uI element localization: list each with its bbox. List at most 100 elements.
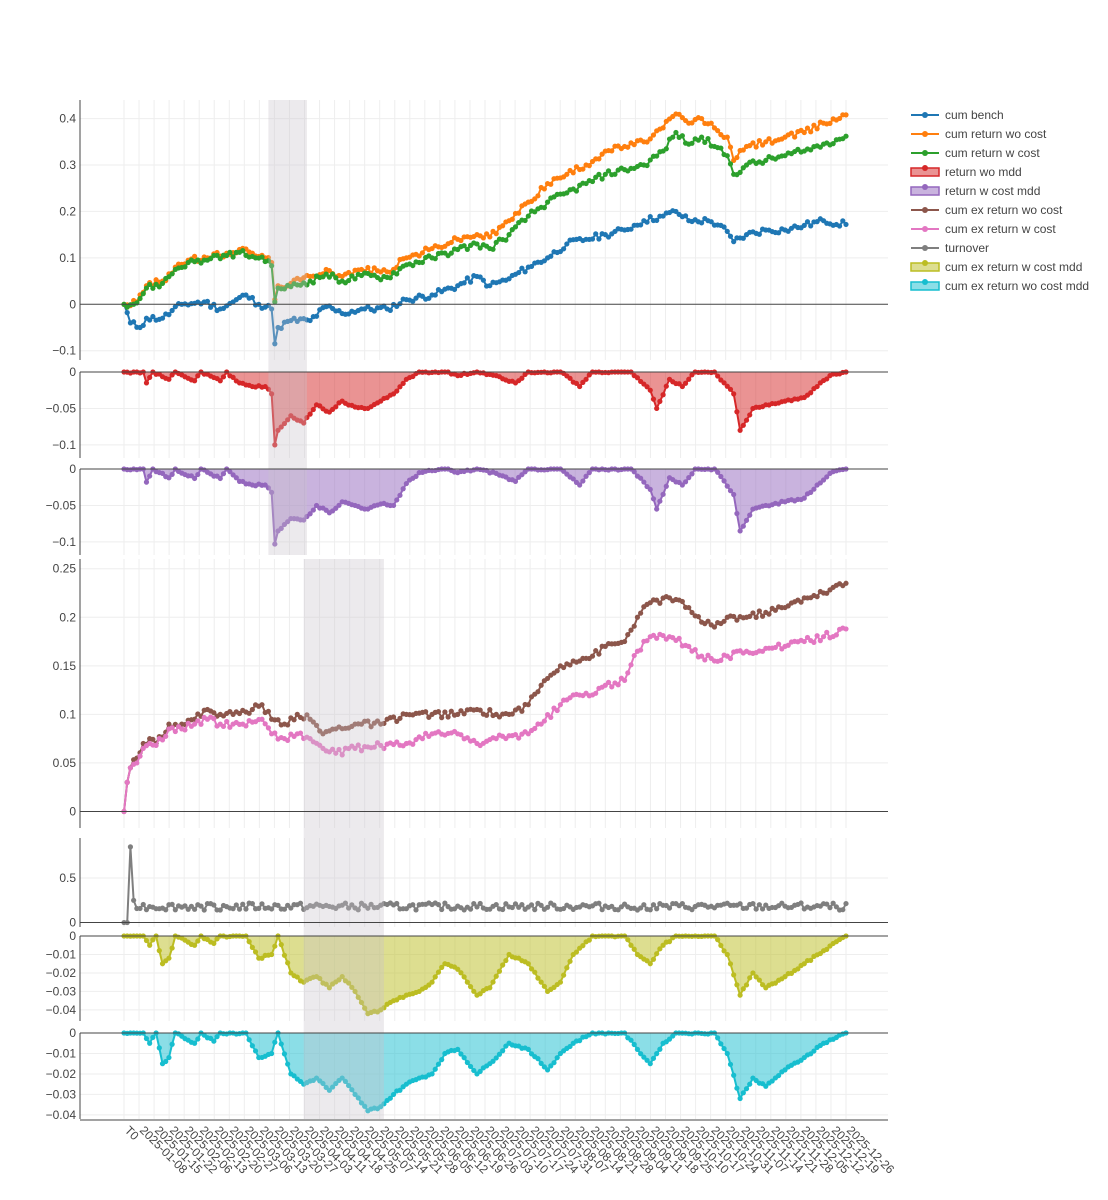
- data-point: [252, 1048, 259, 1054]
- data-point: [567, 662, 573, 668]
- data-point: [195, 471, 201, 478]
- data-point: [166, 312, 172, 318]
- data-point: [313, 722, 320, 728]
- data-point: [352, 1091, 358, 1098]
- legend-item[interactable]: cum return wo cost: [911, 127, 1047, 141]
- data-point: [493, 1055, 499, 1061]
- data-point: [397, 492, 403, 498]
- data-point: [804, 219, 811, 225]
- data-point: [631, 142, 637, 148]
- data-point: [230, 254, 236, 260]
- data-point: [615, 682, 621, 688]
- data-point: [589, 178, 596, 185]
- data-point: [220, 471, 227, 477]
- data-point: [602, 171, 608, 177]
- data-point: [131, 319, 137, 325]
- legend-item[interactable]: cum ex return w cost mdd: [910, 260, 1082, 274]
- data-point: [641, 902, 647, 908]
- data-point: [278, 525, 284, 531]
- legend-item[interactable]: cum ex return wo cost mdd: [910, 279, 1089, 293]
- data-point: [631, 623, 637, 629]
- y-tick-label: 0.1: [59, 251, 76, 265]
- data-point: [150, 937, 156, 943]
- data-point: [647, 213, 653, 220]
- data-point: [278, 1041, 284, 1047]
- data-point: [480, 235, 486, 241]
- data-point: [281, 420, 288, 427]
- data-point: [192, 906, 198, 912]
- legend-item[interactable]: return w cost mdd: [910, 184, 1040, 198]
- data-point: [275, 717, 281, 723]
- data-point: [708, 120, 714, 126]
- data-point: [394, 497, 400, 503]
- data-point: [272, 943, 278, 949]
- data-point: [413, 473, 419, 479]
- data-point: [217, 378, 223, 384]
- data-point: [535, 1056, 541, 1062]
- data-point: [365, 718, 371, 724]
- data-point: [830, 900, 836, 906]
- data-point: [676, 111, 682, 117]
- data-point: [753, 906, 759, 912]
- data-point: [400, 380, 406, 386]
- data-point: [227, 724, 233, 730]
- data-point: [654, 153, 660, 159]
- data-point: [442, 900, 448, 906]
- legend-item[interactable]: cum ex return wo cost: [911, 203, 1063, 217]
- data-point: [294, 974, 300, 980]
- data-point: [288, 905, 294, 911]
- data-point: [548, 253, 554, 259]
- data-point: [458, 708, 464, 714]
- data-point: [544, 675, 551, 682]
- data-point: [817, 638, 823, 644]
- data-point: [301, 420, 307, 426]
- data-point: [439, 1057, 445, 1063]
- legend-item[interactable]: cum bench: [911, 108, 1004, 122]
- data-point: [679, 133, 685, 139]
- data-point: [333, 750, 339, 756]
- legend-label: cum return w cost: [945, 146, 1040, 160]
- y-tick-label: 0.25: [53, 562, 77, 576]
- data-point: [567, 375, 573, 381]
- legend-item[interactable]: cum return w cost: [911, 146, 1040, 160]
- data-point: [734, 409, 740, 415]
- legend-item[interactable]: return wo mdd: [910, 165, 1022, 179]
- data-point: [265, 386, 271, 392]
- data-point: [397, 715, 403, 721]
- data-point: [461, 974, 467, 980]
- data-point: [500, 906, 506, 913]
- data-point: [532, 196, 538, 202]
- data-point: [429, 979, 435, 985]
- data-point: [419, 250, 426, 256]
- data-point: [509, 904, 515, 911]
- legend-label: cum ex return wo cost: [945, 203, 1063, 217]
- data-point: [490, 979, 496, 985]
- data-point: [458, 237, 464, 244]
- legend-item[interactable]: cum ex return w cost: [911, 222, 1056, 236]
- data-point: [625, 144, 631, 150]
- data-point: [763, 139, 769, 145]
- data-point: [644, 1057, 650, 1063]
- legend-item[interactable]: turnover: [911, 241, 989, 255]
- x-tick-labels: T02025-01-082025-01-152025-01-222025-02-…: [122, 1123, 898, 1177]
- data-point: [519, 902, 525, 908]
- data-point: [301, 716, 307, 722]
- y-tick-label: −0.01: [46, 947, 77, 961]
- data-point: [432, 1066, 438, 1072]
- data-point: [708, 219, 714, 225]
- data-point: [686, 643, 692, 650]
- data-point: [747, 412, 753, 418]
- data-point: [381, 1005, 387, 1011]
- data-point: [596, 236, 602, 242]
- data-point: [801, 495, 807, 501]
- data-point: [355, 1095, 361, 1101]
- data-point: [403, 480, 409, 487]
- data-point: [143, 380, 150, 386]
- data-point: [628, 662, 634, 668]
- data-point: [281, 1051, 288, 1057]
- data-point: [169, 471, 175, 477]
- data-point: [397, 384, 403, 390]
- data-point: [390, 1091, 397, 1098]
- data-point: [467, 906, 474, 912]
- data-point: [224, 252, 230, 259]
